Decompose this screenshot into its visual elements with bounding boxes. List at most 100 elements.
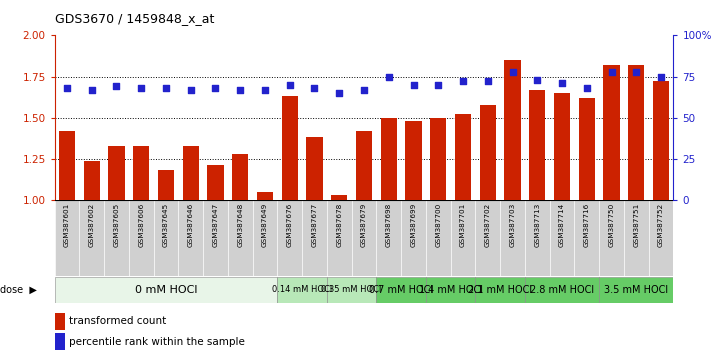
Bar bbox=[356, 131, 372, 200]
Bar bbox=[154, 200, 178, 276]
Bar bbox=[579, 98, 595, 200]
Bar bbox=[525, 277, 599, 303]
Bar bbox=[480, 104, 496, 200]
Bar bbox=[599, 277, 673, 303]
Bar bbox=[426, 277, 475, 303]
Point bbox=[606, 69, 617, 74]
Bar bbox=[426, 200, 451, 276]
Text: GSM387648: GSM387648 bbox=[237, 202, 243, 246]
Point bbox=[408, 82, 419, 88]
Point bbox=[86, 87, 98, 92]
Text: 2.1 mM HOCl: 2.1 mM HOCl bbox=[468, 285, 532, 295]
Bar bbox=[653, 81, 669, 200]
Bar bbox=[183, 146, 199, 200]
Text: GSM387649: GSM387649 bbox=[262, 202, 268, 246]
Bar bbox=[207, 165, 223, 200]
Text: GSM387676: GSM387676 bbox=[287, 202, 293, 246]
Point bbox=[482, 79, 494, 84]
Point bbox=[358, 87, 370, 92]
Text: GSM387679: GSM387679 bbox=[361, 202, 367, 246]
Text: GSM387699: GSM387699 bbox=[411, 202, 416, 246]
Point bbox=[61, 85, 73, 91]
Bar bbox=[55, 313, 65, 330]
Bar bbox=[228, 200, 253, 276]
Point bbox=[507, 69, 518, 74]
Text: 1.4 mM HOCl: 1.4 mM HOCl bbox=[419, 285, 483, 295]
Point bbox=[135, 85, 147, 91]
Bar bbox=[55, 333, 65, 350]
Bar bbox=[277, 200, 302, 276]
Point bbox=[333, 90, 345, 96]
Bar bbox=[401, 200, 426, 276]
Text: GSM387702: GSM387702 bbox=[485, 202, 491, 246]
Point bbox=[655, 74, 667, 79]
Point bbox=[556, 80, 568, 86]
Text: GSM387700: GSM387700 bbox=[435, 202, 441, 246]
Text: transformed count: transformed count bbox=[69, 316, 166, 326]
Text: 3.5 mM HOCl: 3.5 mM HOCl bbox=[604, 285, 668, 295]
Bar bbox=[599, 200, 624, 276]
Point bbox=[432, 82, 444, 88]
Bar bbox=[104, 200, 129, 276]
Text: GSM387714: GSM387714 bbox=[559, 202, 565, 246]
Text: dose  ▶: dose ▶ bbox=[0, 285, 37, 295]
Bar bbox=[232, 154, 248, 200]
Bar bbox=[550, 200, 574, 276]
Bar bbox=[79, 200, 104, 276]
Text: GSM387716: GSM387716 bbox=[584, 202, 590, 246]
Bar bbox=[500, 200, 525, 276]
Text: 0.7 mM HOCl: 0.7 mM HOCl bbox=[369, 285, 433, 295]
Point bbox=[284, 82, 296, 88]
Bar bbox=[203, 200, 228, 276]
Text: GSM387701: GSM387701 bbox=[460, 202, 466, 246]
Bar bbox=[455, 114, 471, 200]
Bar bbox=[108, 146, 124, 200]
Bar bbox=[133, 146, 149, 200]
Bar bbox=[529, 90, 545, 200]
Text: GSM387713: GSM387713 bbox=[534, 202, 540, 246]
Point bbox=[259, 87, 271, 92]
Text: GSM387606: GSM387606 bbox=[138, 202, 144, 246]
Text: GSM387678: GSM387678 bbox=[336, 202, 342, 246]
Text: GSM387602: GSM387602 bbox=[89, 202, 95, 246]
Bar bbox=[376, 277, 426, 303]
Text: 2.8 mM HOCl: 2.8 mM HOCl bbox=[530, 285, 594, 295]
Bar bbox=[554, 93, 570, 200]
Point bbox=[210, 85, 221, 91]
Bar bbox=[55, 200, 79, 276]
Point bbox=[457, 79, 469, 84]
Point bbox=[234, 87, 246, 92]
Text: GSM387605: GSM387605 bbox=[114, 202, 119, 246]
Text: percentile rank within the sample: percentile rank within the sample bbox=[69, 337, 245, 347]
Point bbox=[630, 69, 642, 74]
Text: GSM387601: GSM387601 bbox=[64, 202, 70, 246]
Text: GSM387750: GSM387750 bbox=[609, 202, 614, 246]
Bar bbox=[302, 200, 327, 276]
Text: GSM387751: GSM387751 bbox=[633, 202, 639, 246]
Point bbox=[309, 85, 320, 91]
Bar bbox=[352, 200, 376, 276]
Text: GSM387698: GSM387698 bbox=[386, 202, 392, 246]
Text: GSM387703: GSM387703 bbox=[510, 202, 515, 246]
Bar bbox=[574, 200, 599, 276]
Bar bbox=[624, 200, 649, 276]
Bar bbox=[381, 118, 397, 200]
Text: GDS3670 / 1459848_x_at: GDS3670 / 1459848_x_at bbox=[55, 12, 214, 25]
Bar bbox=[430, 118, 446, 200]
Bar bbox=[84, 160, 100, 200]
Bar bbox=[59, 131, 75, 200]
Bar bbox=[628, 65, 644, 200]
Bar bbox=[331, 195, 347, 200]
Bar bbox=[649, 200, 673, 276]
Bar bbox=[306, 137, 323, 200]
Text: GSM387752: GSM387752 bbox=[658, 202, 664, 246]
Bar bbox=[604, 65, 620, 200]
Bar bbox=[475, 277, 525, 303]
Point bbox=[160, 85, 172, 91]
Text: GSM387647: GSM387647 bbox=[213, 202, 218, 246]
Bar bbox=[55, 277, 277, 303]
Point bbox=[185, 87, 197, 92]
Bar bbox=[129, 200, 154, 276]
Text: GSM387646: GSM387646 bbox=[188, 202, 194, 246]
Bar bbox=[178, 200, 203, 276]
